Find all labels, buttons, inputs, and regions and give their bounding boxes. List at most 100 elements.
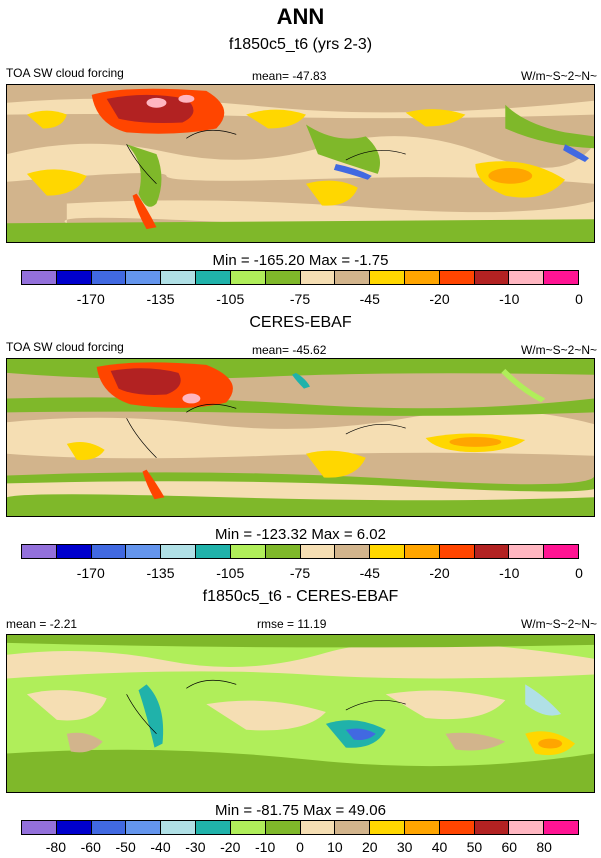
colorbar-swatch [196, 271, 231, 284]
colorbar-tick-label: -10 [255, 839, 276, 855]
colorbar-swatch [300, 271, 336, 284]
colorbar-tick-label: -45 [359, 291, 380, 307]
colorbar-swatch [230, 545, 266, 558]
colorbar-swatch [300, 545, 336, 558]
colorbar-swatch [474, 271, 510, 284]
panel-2-left-label: TOA SW cloud forcing [6, 340, 124, 354]
colorbar-swatch [544, 545, 578, 558]
colorbar-tick-label: -40 [150, 839, 171, 855]
panel-2-right-label: W/m~S~2~N~ [520, 343, 597, 357]
panel-2-colorbar [21, 544, 579, 559]
colorbar-tick-label: 40 [431, 839, 448, 855]
panel-2-map [6, 358, 595, 517]
colorbar-swatch [370, 545, 405, 558]
colorbar-swatch [161, 821, 197, 834]
panel-1-center-label: mean= -47.83 [252, 69, 327, 83]
colorbar-tick-label: -10 [499, 565, 520, 581]
panel-1-left-label: TOA SW cloud forcing [6, 66, 124, 80]
panel-3-colorbar-ticks: -80 -60 -50 -40 -30 -20 -10 0 10 20 30 40 50 60 80 [21, 839, 579, 855]
colorbar-swatch [265, 545, 301, 558]
colorbar-swatch [509, 271, 545, 284]
colorbar-swatch [126, 271, 162, 284]
colorbar-swatch [22, 271, 57, 284]
panel-2-stats: Min = -123.32 Max = 6.02 [215, 526, 386, 543]
panel-2-title: CERES-EBAF [249, 314, 352, 331]
colorbar-swatch [474, 821, 510, 834]
colorbar-swatch [370, 821, 405, 834]
colorbar-swatch [335, 545, 371, 558]
panel-3-right-label: W/m~S~2~N~ [520, 617, 597, 631]
colorbar-tick-label: 0 [575, 291, 583, 307]
colorbar-swatch [126, 821, 162, 834]
colorbar-swatch [439, 271, 475, 284]
colorbar-swatch [22, 545, 57, 558]
colorbar-tick-label: -20 [220, 839, 241, 855]
colorbar-tick-label: -60 [80, 839, 101, 855]
colorbar-tick-label: 60 [501, 839, 518, 855]
colorbar-swatch [196, 545, 231, 558]
colorbar-tick-label: 20 [361, 839, 378, 855]
colorbar-swatch [91, 545, 127, 558]
colorbar-swatch [22, 821, 57, 834]
colorbar-swatch [509, 821, 545, 834]
colorbar-tick-label: 80 [536, 839, 552, 855]
colorbar-swatch [335, 821, 371, 834]
colorbar-tick-label: -135 [146, 565, 175, 581]
colorbar-tick-label: -20 [429, 565, 450, 581]
colorbar-swatch [335, 271, 371, 284]
colorbar-swatch [474, 545, 510, 558]
panel-2-center-label: mean= -45.62 [252, 343, 327, 357]
panel-1-map [6, 84, 595, 243]
colorbar-swatch [544, 821, 578, 834]
colorbar-swatch [404, 271, 440, 284]
colorbar-tick-label: 10 [327, 839, 343, 855]
panel-1-title: f1850c5_t6 (yrs 2-3) [228, 36, 373, 53]
colorbar-tick-label: -30 [185, 839, 206, 855]
colorbar-tick-label: -170 [76, 565, 105, 581]
colorbar-tick-label: -20 [429, 291, 450, 307]
panel-1-colorbar-ticks: -170 -135 -105 -75 -45 -20 -10 0 [21, 291, 583, 307]
colorbar-tick-label: 50 [466, 839, 483, 855]
colorbar-tick-label: -105 [216, 291, 245, 307]
colorbar-swatch [265, 271, 301, 284]
colorbar-swatch [91, 821, 127, 834]
colorbar-tick-label: -45 [359, 565, 380, 581]
colorbar-tick-label: -75 [289, 565, 311, 581]
panel-3-map [6, 634, 595, 793]
colorbar-swatch [404, 545, 440, 558]
figure-title: ANN [276, 4, 325, 29]
panel-1-colorbar [21, 270, 579, 285]
colorbar-swatch [126, 545, 162, 558]
colorbar-tick-label: -80 [45, 839, 66, 855]
colorbar-swatch [230, 271, 266, 284]
colorbar-swatch [544, 271, 578, 284]
colorbar-tick-label: 30 [396, 839, 413, 855]
colorbar-tick-label: -10 [499, 291, 520, 307]
colorbar-tick-label: -135 [146, 291, 175, 307]
colorbar-tick-label: 0 [296, 839, 304, 855]
colorbar-tick-label: -75 [289, 291, 311, 307]
colorbar-tick-label: -170 [76, 291, 105, 307]
colorbar-tick-label: -50 [115, 839, 136, 855]
panel-1-stats: Min = -165.20 Max = -1.75 [212, 252, 389, 269]
colorbar-swatch [56, 271, 92, 284]
panel-3-left-label: mean = -2.21 [6, 617, 78, 631]
colorbar-swatch [56, 545, 92, 558]
colorbar-swatch [439, 545, 475, 558]
panel-3-stats: Min = -81.75 Max = 49.06 [215, 802, 386, 819]
panel-3-center-label: rmse = 11.19 [257, 617, 327, 631]
colorbar-swatch [509, 545, 545, 558]
panel-3-title: f1850c5_t6 - CERES-EBAF [202, 588, 399, 605]
panel-2-colorbar-ticks: -170 -135 -105 -75 -45 -20 -10 0 [21, 565, 583, 581]
panel-1-right-label: W/m~S~2~N~ [520, 69, 597, 83]
colorbar-swatch [404, 821, 440, 834]
colorbar-swatch [196, 821, 231, 834]
colorbar-swatch [161, 271, 197, 284]
colorbar-tick-label: -105 [216, 565, 245, 581]
colorbar-swatch [370, 271, 405, 284]
colorbar-swatch [439, 821, 475, 834]
colorbar-tick-label: 0 [575, 565, 583, 581]
colorbar-swatch [56, 821, 92, 834]
colorbar-swatch [300, 821, 336, 834]
colorbar-swatch [265, 821, 301, 834]
